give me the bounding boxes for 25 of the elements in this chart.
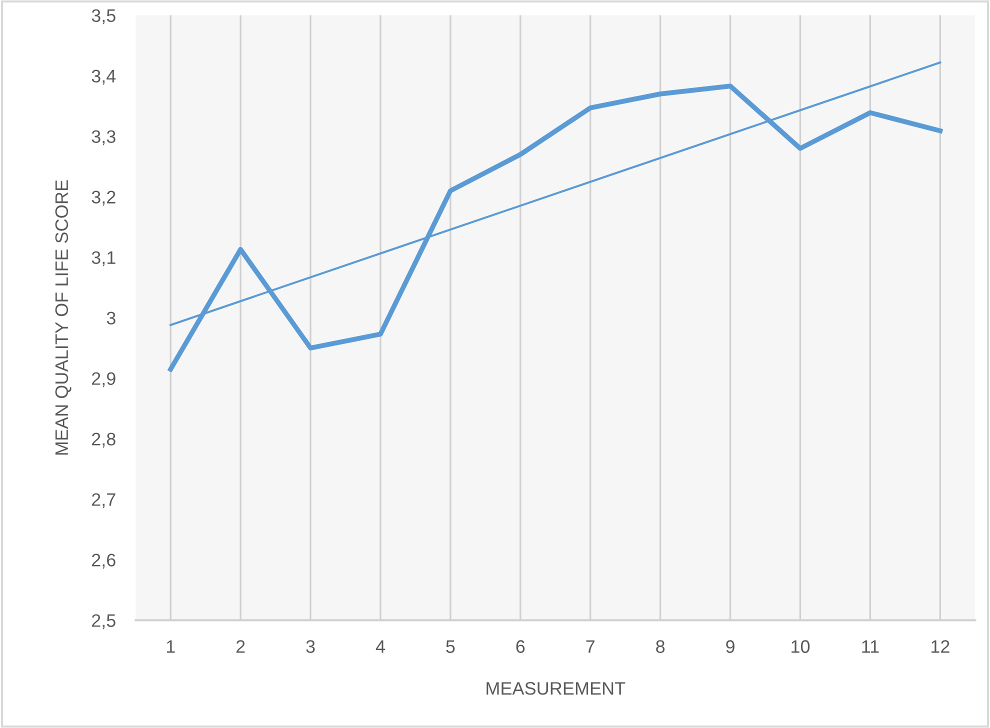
y-tick-label: 3,1 [92,251,116,266]
x-tick-label: 7 [586,640,594,653]
y-tick-label: 3,3 [92,130,116,146]
y-tick-label: 3,2 [92,190,116,206]
x-tick-label: 1 [166,640,175,653]
x-tick-label: 8 [656,640,665,653]
y-tick-label: 3,4 [92,70,116,85]
y-tick-label: 2,9 [92,372,116,388]
y-tick-label: 2,5 [92,614,116,630]
x-tick-label: 11 [862,640,879,653]
x-tick-label: 10 [792,640,810,653]
x-tick-label: 9 [726,640,734,653]
y-tick-label: 3,5 [92,9,116,24]
x-axis-title: MEASUREMENT [486,682,626,695]
y-tick-label: 2,6 [92,554,116,569]
y-tick-label: 2,7 [92,493,116,508]
y-tick-label: 2,8 [92,432,116,448]
x-tick-label: 5 [446,640,455,653]
x-tick-label: 12 [932,640,950,653]
y-tick-label: 3 [106,312,116,324]
x-tick-label: 2 [236,640,245,653]
x-tick-label: 3 [306,640,315,653]
y-axis-title: MEAN QUALITY OF LIFE SCORE [55,180,72,455]
x-tick-label: 6 [516,640,525,653]
x-tick-label: 4 [376,640,385,653]
